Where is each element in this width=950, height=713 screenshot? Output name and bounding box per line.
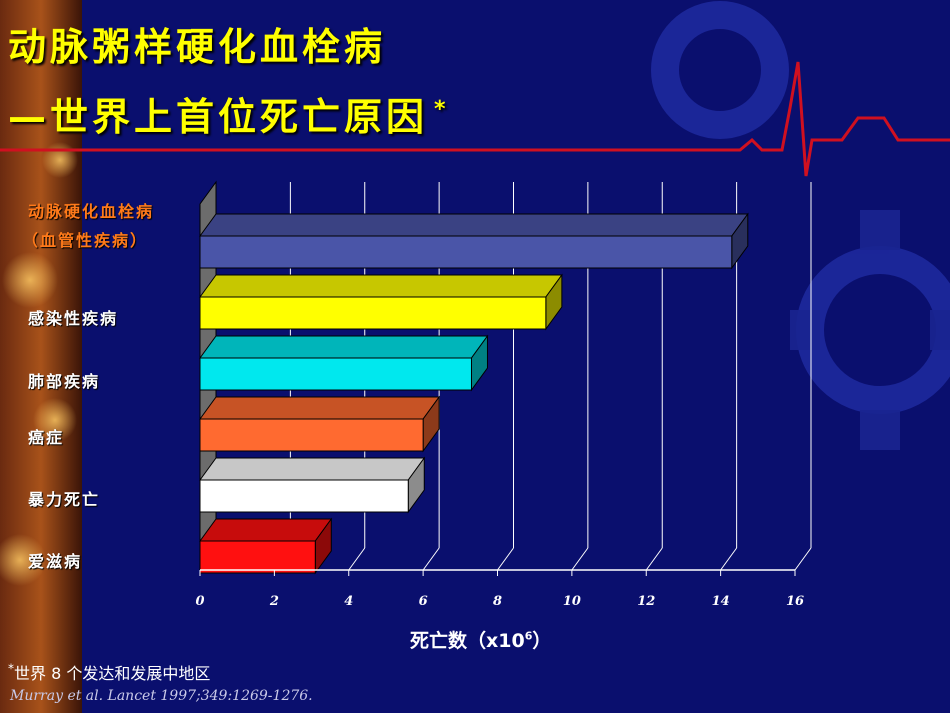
x-axis-label-main: 死亡数（x10: [410, 630, 525, 652]
category-label-5: 爱滋病: [28, 552, 83, 571]
x-tick-label-8: 8: [493, 594, 502, 609]
category-label-2: 肺部疾病: [28, 372, 101, 391]
ecg-line: [0, 61, 950, 177]
bar-top-0: [199, 213, 749, 237]
bar-0: [199, 235, 733, 269]
x-tick-label-10: 10: [563, 594, 581, 609]
x-tick-label-12: 12: [637, 594, 655, 609]
bar-2: [199, 357, 472, 391]
footnote: *世界 8 个发达和发展中地区: [8, 660, 210, 684]
bar-top-2: [199, 335, 489, 359]
bar-1: [199, 296, 547, 330]
category-label-1: 感染性疾病: [28, 309, 119, 328]
gridline-floor-10: [571, 547, 589, 571]
footnote-text: 世界 8 个发达和发展中地区: [14, 664, 211, 683]
bar-top-3: [199, 396, 441, 420]
x-axis-label-exponent: 6: [524, 629, 533, 643]
bar-top-4: [199, 457, 426, 481]
x-tick-label-0: 0: [195, 594, 204, 609]
x-axis-label-close: ）: [532, 630, 552, 652]
x-tick-label-4: 4: [344, 594, 353, 609]
category-label-0-line2: （血管性疾病）: [22, 231, 149, 250]
x-tick-label-2: 2: [269, 594, 279, 609]
x-axis-label: 死亡数（x106）: [410, 626, 551, 653]
category-label-4: 暴力死亡: [28, 490, 101, 509]
title-footnote-marker: *: [434, 97, 450, 123]
left-decor-strip: [0, 0, 82, 713]
bar-top-5: [199, 518, 333, 542]
gridline-floor-12: [645, 547, 663, 571]
bar-4: [199, 479, 409, 513]
x-tick-label-6: 6: [419, 594, 428, 609]
gridline-floor-14: [720, 547, 738, 571]
gridline-floor-4: [348, 547, 366, 571]
gridline-floor-6: [422, 547, 440, 571]
bar-5: [199, 540, 316, 574]
footnote-marker: *: [8, 661, 14, 676]
x-tick-label-16: 16: [786, 594, 804, 609]
x-tick-label-14: 14: [712, 594, 730, 609]
reference-citation: Murray et al. Lancet 1997;349:1269-1276.: [10, 688, 313, 704]
category-label-0-line1: 动脉硬化血栓病: [28, 202, 155, 221]
bar-3: [199, 418, 424, 452]
bar-top-1: [199, 274, 563, 298]
title-line-1: 动脉粥样硬化血栓病: [8, 25, 387, 69]
title-line-2-text: —世界上首位死亡原因: [8, 95, 429, 139]
category-label-3: 癌症: [28, 428, 65, 447]
title-line-2: —世界上首位死亡原因 *: [8, 86, 450, 141]
gridline-floor-8: [497, 547, 514, 571]
gridline-floor-16: [794, 547, 812, 571]
